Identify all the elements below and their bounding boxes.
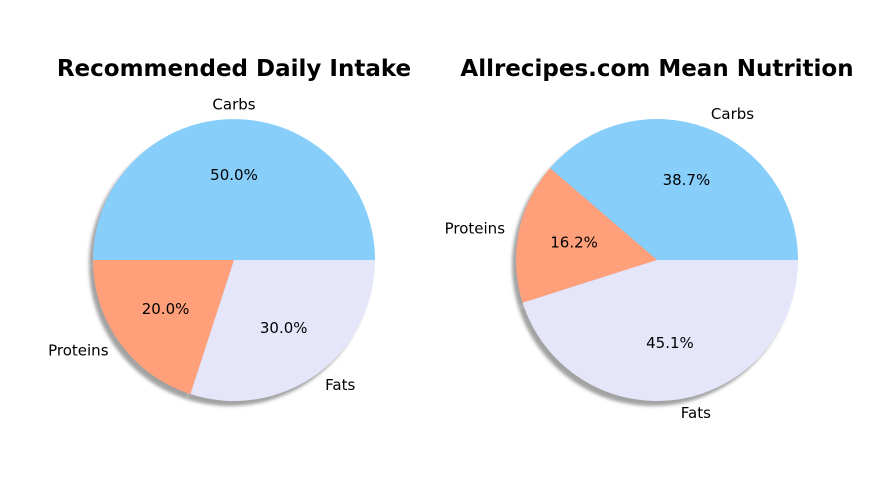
pie-labels: Carbs 50.0% Proteins 20.0% Fats 30.0%: [48, 95, 355, 394]
pie-chart-allrecipes-mean-nutrition: Allrecipes.com Mean Nutrition Carbs 38.7%…: [445, 56, 854, 422]
slice-label-carbs: Carbs: [711, 105, 754, 123]
pie-slices: [515, 118, 798, 402]
slice-label-proteins: Proteins: [445, 220, 506, 238]
pie-slice-carbs: [550, 118, 798, 260]
pie-chart-recommended-daily-intake: Recommended Daily Intake Carbs 50.0% Prote…: [48, 56, 411, 407]
pie-slice-carbs: [93, 119, 375, 260]
slice-percentage-fats: 30.0%: [260, 319, 308, 337]
chart-title: Recommended Daily Intake: [57, 56, 411, 82]
slice-label-proteins: Proteins: [48, 342, 109, 360]
slice-percentage-carbs: 38.7%: [663, 171, 711, 189]
pie-slice-fats: [190, 260, 375, 402]
chart-title: Allrecipes.com Mean Nutrition: [460, 56, 853, 82]
slice-label-fats: Fats: [325, 376, 355, 394]
slice-percentage-carbs: 50.0%: [210, 166, 258, 184]
pie-slice-proteins: [93, 260, 234, 395]
slice-label-carbs: Carbs: [212, 95, 255, 113]
pie-slices: [93, 119, 375, 402]
slice-label-fats: Fats: [681, 404, 711, 422]
slice-percentage-proteins: 16.2%: [550, 234, 598, 252]
pie-slice-proteins: [515, 168, 657, 303]
slice-percentage-fats: 45.1%: [646, 334, 694, 352]
pie-slice-fats: [522, 260, 798, 402]
pie-labels: Carbs 38.7% Proteins 16.2% Fats 45.1%: [445, 105, 755, 422]
slice-percentage-proteins: 20.0%: [142, 300, 190, 318]
